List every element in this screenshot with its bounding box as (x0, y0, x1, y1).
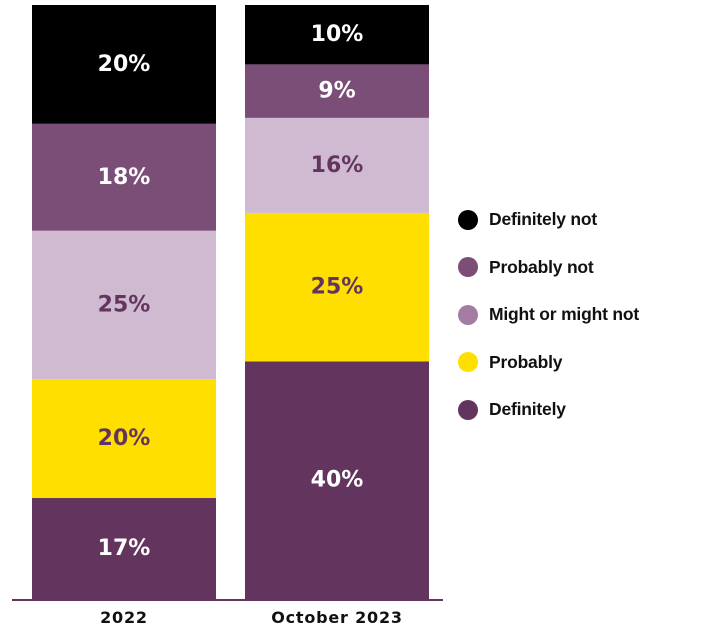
data-label: 20% (98, 52, 151, 77)
legend-label: Might or might not (489, 304, 639, 325)
bar-segment-probably-not-october-2023 (245, 64, 429, 118)
legend-label: Definitely (489, 399, 566, 420)
legend-item-probably-not: Probably not (458, 244, 639, 292)
legend-item-might-or-might-not: Might or might not (458, 291, 639, 339)
data-label: 16% (311, 153, 364, 178)
legend: Definitely not Probably not Might or mig… (458, 196, 639, 434)
bar-segment-definitely-not-2022 (32, 5, 216, 124)
data-label: 18% (98, 165, 151, 190)
legend-label: Probably not (489, 256, 594, 277)
x-tick-label: October 2023 (271, 608, 403, 627)
bar-segment-might-or-might-not-october-2023 (245, 117, 429, 213)
legend-item-definitely: Definitely (458, 386, 639, 434)
data-label: 25% (98, 292, 151, 317)
legend-marker (458, 257, 478, 278)
data-label: 25% (311, 275, 364, 300)
bar-segment-might-or-might-not-2022 (32, 230, 216, 380)
bar-segment-probably-october-2023 (245, 212, 429, 362)
legend-marker (458, 209, 478, 230)
legend-marker (458, 399, 478, 420)
bar-segment-definitely-2022 (32, 498, 216, 599)
data-label: 20% (98, 426, 151, 451)
legend-label: Definitely not (489, 209, 598, 230)
legend-item-definitely-not: Definitely not (458, 196, 639, 244)
x-tick-label: 2022 (100, 608, 148, 627)
legend-marker (458, 304, 478, 325)
legend-marker (458, 352, 478, 373)
bar-segment-definitely-not-october-2023 (245, 5, 429, 65)
data-label: 17% (98, 536, 151, 561)
bar-segment-definitely-october-2023 (245, 361, 429, 599)
data-label: 9% (318, 79, 355, 104)
legend-item-probably: Probably (458, 339, 639, 387)
data-label: 40% (311, 468, 364, 493)
bar-segment-probably-not-2022 (32, 123, 216, 231)
data-label: 10% (311, 22, 364, 47)
legend-label: Probably (489, 351, 563, 372)
bar-segment-probably-2022 (32, 379, 216, 499)
